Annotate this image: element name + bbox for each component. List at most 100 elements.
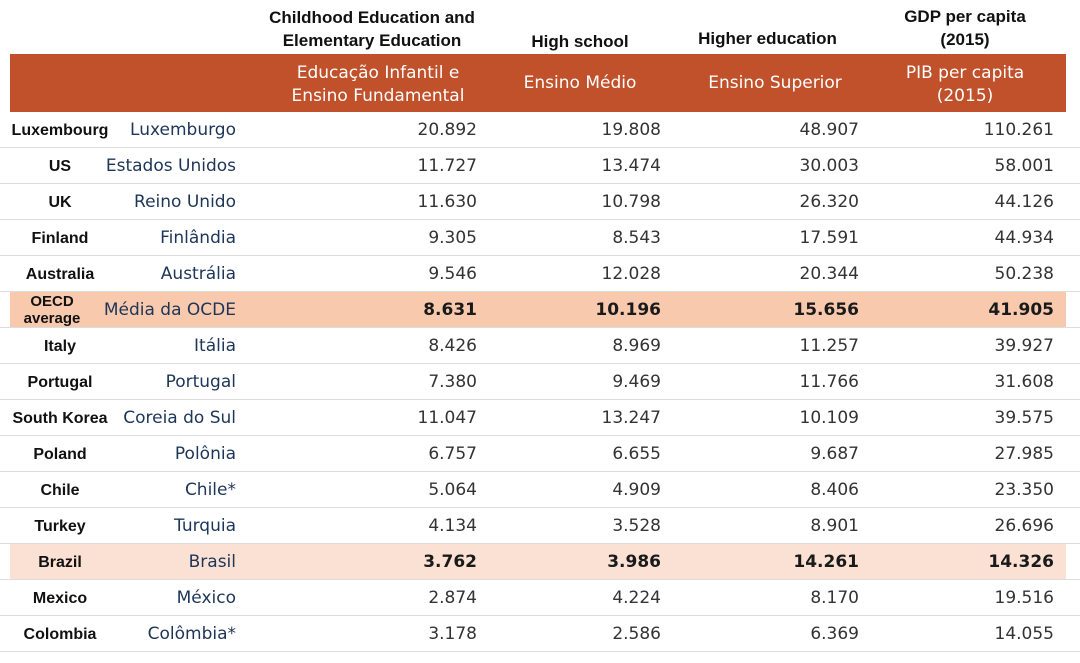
country-name-pt: Austrália: [160, 264, 236, 284]
table-row-poland: Poland Polônia 6.757 6.655 9.687 27.985: [0, 436, 1080, 472]
value-childhood: 2.874: [428, 588, 477, 608]
en-col-gdp-per-capita: GDP per capita (2015): [904, 7, 1026, 49]
value-childhood: 3.762: [423, 552, 477, 572]
country-name-en: Brazil: [38, 553, 82, 571]
value-high-school: 9.469: [612, 372, 661, 392]
data-table-body: Luxembourg Luxemburgo 20.892 19.808 48.9…: [0, 112, 1080, 652]
value-high-school: 12.028: [601, 264, 661, 284]
table-row-australia: Australia Austrália 9.546 12.028 20.344 …: [0, 256, 1080, 292]
country-name-en: Finland: [31, 229, 89, 247]
value-high-school: 8.969: [612, 336, 661, 356]
country-name-en: US: [48, 157, 72, 175]
value-higher-education: 26.320: [799, 192, 859, 212]
value-gdp-per-capita: 14.055: [994, 624, 1054, 644]
country-name-en: Italy: [43, 337, 76, 355]
value-gdp-per-capita: 26.696: [994, 516, 1054, 536]
country-name-pt: Turquia: [174, 516, 236, 536]
value-gdp-per-capita: 39.927: [994, 336, 1054, 356]
value-high-school: 8.543: [612, 228, 661, 248]
pt-col-pib-per-capita: PIB per capita (2015): [905, 63, 1025, 106]
table-row-turkey: Turkey Turquia 4.134 3.528 8.901 26.696: [0, 508, 1080, 544]
country-name-en: Portugal: [27, 373, 93, 391]
value-high-school: 13.474: [601, 156, 661, 176]
country-name-pt: Luxemburgo: [130, 120, 236, 140]
value-gdp-per-capita: 14.326: [988, 552, 1054, 572]
country-name-pt: Média da OCDE: [103, 300, 236, 320]
value-childhood: 9.546: [428, 264, 477, 284]
value-gdp-per-capita: 110.261: [983, 120, 1054, 140]
value-gdp-per-capita: 41.905: [988, 300, 1054, 320]
table-row-italy: Italy Itália 8.426 8.969 11.257 39.927: [0, 328, 1080, 364]
country-name-en: Mexico: [32, 589, 88, 607]
table-row-brazil: Brazil Brasil 3.762 3.986 14.261 14.326: [0, 544, 1080, 580]
country-name-en: Colombia: [23, 625, 97, 643]
value-higher-education: 20.344: [799, 264, 859, 284]
value-higher-education: 9.687: [810, 444, 859, 464]
country-name-en: Luxembourg: [11, 121, 109, 139]
value-higher-education: 8.170: [810, 588, 859, 608]
table-row-portugal: Portugal Portugal 7.380 9.469 11.766 31.…: [0, 364, 1080, 400]
country-name-en: Chile: [40, 481, 80, 499]
table-row-luxembourg: Luxembourg Luxemburgo 20.892 19.808 48.9…: [0, 112, 1080, 148]
pt-col-educacao-infantil: Educação Infantil e Ensino Fundamental: [291, 63, 465, 106]
value-childhood: 11.047: [417, 408, 477, 428]
value-childhood: 8.631: [423, 300, 477, 320]
value-higher-education: 17.591: [799, 228, 859, 248]
value-childhood: 5.064: [428, 480, 477, 500]
value-high-school: 13.247: [601, 408, 661, 428]
country-name-pt: Itália: [194, 336, 236, 356]
table-row-uk: UK Reino Unido 11.630 10.798 26.320 44.1…: [0, 184, 1080, 220]
table-row-us: US Estados Unidos 11.727 13.474 30.003 5…: [0, 148, 1080, 184]
value-higher-education: 6.369: [810, 624, 859, 644]
country-name-en: Poland: [33, 445, 87, 463]
country-name-pt: Brasil: [188, 552, 236, 572]
en-col-high-school: High school: [531, 32, 629, 51]
value-gdp-per-capita: 44.934: [994, 228, 1054, 248]
value-childhood: 20.892: [417, 120, 477, 140]
value-childhood: 3.178: [428, 624, 477, 644]
value-gdp-per-capita: 19.516: [994, 588, 1054, 608]
value-high-school: 3.986: [607, 552, 661, 572]
value-higher-education: 14.261: [793, 552, 859, 572]
value-childhood: 11.630: [417, 192, 477, 212]
pt-col-ensino-superior: Ensino Superior: [708, 73, 842, 93]
country-name-pt: Estados Unidos: [105, 156, 236, 176]
value-gdp-per-capita: 39.575: [994, 408, 1054, 428]
value-childhood: 9.305: [428, 228, 477, 248]
value-higher-education: 11.766: [799, 372, 859, 392]
table-row-finland: Finland Finlândia 9.305 8.543 17.591 44.…: [0, 220, 1080, 256]
value-gdp-per-capita: 27.985: [994, 444, 1054, 464]
value-high-school: 10.196: [595, 300, 661, 320]
en-col-childhood-education: Childhood Education and Elementary Educa…: [269, 8, 475, 50]
value-higher-education: 30.003: [799, 156, 859, 176]
table-row-colombia: Colombia Colômbia* 3.178 2.586 6.369 14.…: [0, 616, 1080, 652]
value-higher-education: 10.109: [799, 408, 859, 428]
country-name-en: UK: [48, 193, 72, 211]
country-name-pt: Chile*: [184, 480, 236, 500]
value-gdp-per-capita: 58.001: [994, 156, 1054, 176]
value-childhood: 4.134: [428, 516, 477, 536]
value-childhood: 8.426: [428, 336, 477, 356]
country-name-pt: México: [176, 588, 236, 608]
country-name-pt: Coreia do Sul: [123, 408, 236, 428]
value-high-school: 2.586: [612, 624, 661, 644]
country-name-en: Turkey: [34, 517, 86, 535]
value-gdp-per-capita: 44.126: [994, 192, 1054, 212]
value-higher-education: 8.901: [810, 516, 859, 536]
table-row-chile: Chile Chile* 5.064 4.909 8.406 23.350: [0, 472, 1080, 508]
value-high-school: 10.798: [601, 192, 661, 212]
country-name-pt: Portugal: [165, 372, 236, 392]
table-row-oecd-average: OECD average Média da OCDE 8.631 10.196 …: [0, 292, 1080, 328]
value-high-school: 19.808: [601, 120, 661, 140]
value-high-school: 4.224: [612, 588, 661, 608]
country-name-pt: Polônia: [174, 444, 236, 464]
value-high-school: 6.655: [612, 444, 661, 464]
english-header: Childhood Education and Elementary Educa…: [0, 0, 1080, 54]
en-col-higher-education: Higher education: [698, 29, 837, 48]
value-higher-education: 11.257: [799, 336, 859, 356]
portuguese-header: Educação Infantil e Ensino Fundamental E…: [10, 54, 1066, 112]
pt-col-ensino-medio: Ensino Médio: [523, 73, 637, 93]
value-gdp-per-capita: 23.350: [994, 480, 1054, 500]
value-higher-education: 48.907: [799, 120, 859, 140]
value-childhood: 6.757: [428, 444, 477, 464]
